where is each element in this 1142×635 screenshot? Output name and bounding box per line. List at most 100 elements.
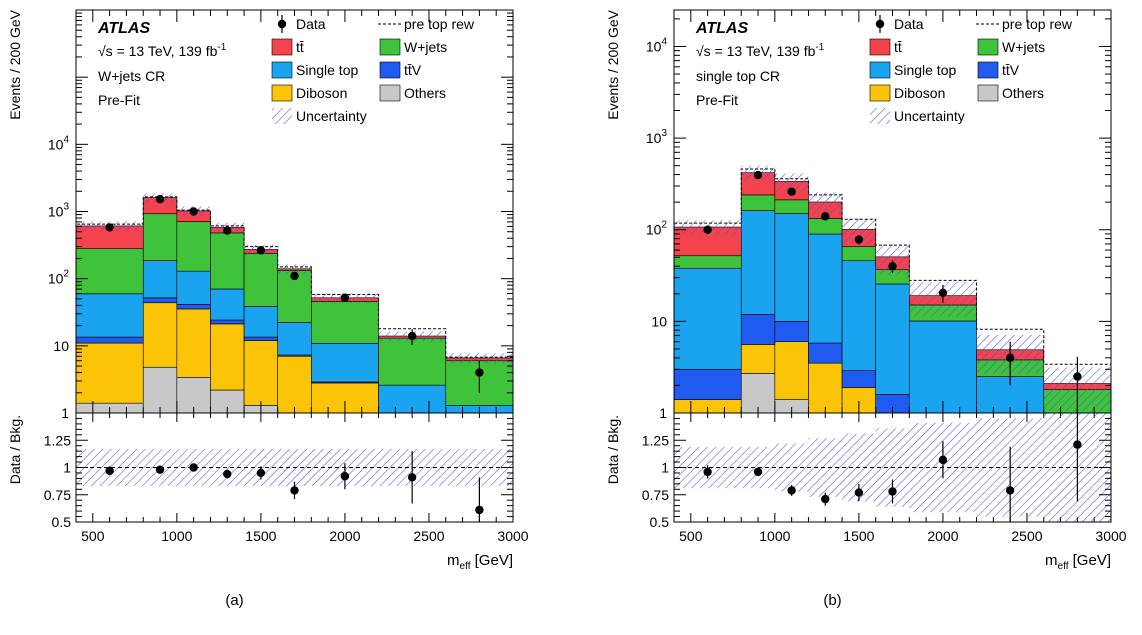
legend-symbol-0 xyxy=(875,15,885,33)
data-point-4 xyxy=(256,246,266,255)
legend-symbol-6 xyxy=(271,84,293,102)
x-tick-label: 2000 xyxy=(329,528,360,544)
bar-ttv-bin-4 xyxy=(243,336,278,341)
energy-label: √s = 13 TeV, 139 fb-1 xyxy=(98,42,227,59)
data-point-3 xyxy=(821,212,830,221)
x-tick-label: 1000 xyxy=(161,528,192,544)
bar-single_top-bin-5 xyxy=(277,322,312,356)
fit-label: Pre-Fit xyxy=(98,92,140,108)
legend-symbol-8 xyxy=(272,108,292,124)
legend-label: Data xyxy=(894,16,924,32)
ratio-axis-title: Data / Bkg. xyxy=(7,415,23,484)
legend-swatch-diboson xyxy=(869,84,891,102)
uncertainty-band-bin-3 xyxy=(808,192,843,215)
bar-diboson-bin-1 xyxy=(142,302,178,368)
bar-diboson-bin-2 xyxy=(176,308,211,378)
legend-label: Uncertainty xyxy=(296,108,367,124)
bar-wjets-bin-2 xyxy=(774,199,809,214)
bar-single_top-bin-3 xyxy=(808,233,843,344)
legend-swatch-ttbar xyxy=(271,38,293,56)
x-tick-label: 2500 xyxy=(413,528,444,544)
atlas-label: ATLAS xyxy=(695,20,748,37)
legend-label: pre top rew xyxy=(1002,16,1073,32)
legend-symbol-5 xyxy=(977,61,999,79)
legend-swatch-single_top xyxy=(271,61,293,79)
bar-ttv-bin-1 xyxy=(740,314,776,345)
ratio-point-2 xyxy=(189,463,198,472)
ratio-point-7 xyxy=(407,473,417,482)
energy-label: √s = 13 TeV, 139 fb-1 xyxy=(696,42,825,59)
legend-label: pre top rew xyxy=(404,16,475,32)
y-tick-label: 102 xyxy=(48,269,70,287)
data-point-5 xyxy=(888,261,897,271)
ratio-point-3 xyxy=(821,494,830,504)
bar-ttv-bin-3 xyxy=(210,319,245,325)
legend-label: Diboson xyxy=(894,85,945,101)
ratio-area xyxy=(76,448,513,522)
ratio-point-6 xyxy=(938,455,948,465)
bar-diboson-bin-3 xyxy=(210,323,245,391)
ratio-tick-label: 1 xyxy=(63,460,71,476)
legend-swatch-others xyxy=(379,84,401,102)
panel-a: 1 10 102 103 104 500 1000 1500 2000 2500 3000 0.5 0.… xyxy=(7,9,529,609)
ratio-area xyxy=(674,413,1111,522)
legend-symbol-4 xyxy=(271,61,293,79)
legend-symbol-5 xyxy=(379,61,401,79)
x-tick-label: 500 xyxy=(679,528,703,544)
legend-hatch-swatch xyxy=(870,108,890,124)
ratio-tick-label: 1 xyxy=(661,460,669,476)
uncertainty-band-bin-5 xyxy=(277,264,312,275)
legend-hatch-swatch xyxy=(272,108,292,124)
x-tick-label: 3000 xyxy=(497,528,528,544)
x-tick-label: 3000 xyxy=(1095,528,1126,544)
bar-wjets-bin-2 xyxy=(176,221,211,272)
legend-label: tt̄ xyxy=(296,39,304,55)
bar-wjets-bin-0 xyxy=(76,248,144,295)
data-point-7 xyxy=(407,331,417,341)
panel-b: 1 10 102 103 104 500 1000 1500 2000 2500 3000 0.5 0.… xyxy=(605,9,1127,609)
ratio-tick-label: 0.5 xyxy=(52,514,72,530)
legend-label: W+jets xyxy=(404,39,447,55)
ratio-point-4 xyxy=(854,488,864,497)
bar-diboson-bin-5 xyxy=(277,355,312,413)
ratio-tick-label: 0.75 xyxy=(642,487,669,503)
y-tick-label: 104 xyxy=(48,134,70,152)
legend-label: Uncertainty xyxy=(894,108,965,124)
legend-symbol-8 xyxy=(870,108,890,124)
y-tick-label: 103 xyxy=(646,128,668,146)
legend-symbol-7 xyxy=(977,84,999,102)
bar-ttv-bin-2 xyxy=(176,304,211,310)
bar-diboson-bin-2 xyxy=(774,341,809,400)
y-tick-label: 10 xyxy=(53,338,69,354)
legend-label: Data xyxy=(296,16,326,32)
x-axis-title: meff [GeV] xyxy=(1045,552,1111,572)
legend-symbol-3 xyxy=(977,38,999,56)
panel-caption: (b) xyxy=(823,592,841,609)
ratio-tick-label: 1.25 xyxy=(44,432,71,448)
ratio-tick-label: 0.5 xyxy=(650,514,670,530)
bar-single_top-bin-0 xyxy=(674,267,742,370)
plot-area xyxy=(674,165,1111,413)
bar-single_top-bin-1 xyxy=(142,260,178,299)
bar-ttv-bin-0 xyxy=(674,368,742,400)
bar-single_top-bin-2 xyxy=(774,213,809,322)
x-tick-label: 500 xyxy=(81,528,105,544)
uncertainty-band-bin-8 xyxy=(445,353,513,364)
x-tick-label: 2500 xyxy=(1011,528,1042,544)
legend-swatch-diboson xyxy=(271,84,293,102)
bar-single_top-bin-6 xyxy=(311,343,379,383)
bar-wjets-bin-4 xyxy=(841,246,876,262)
legend-swatch-single_top xyxy=(869,61,891,79)
fit-label: Pre-Fit xyxy=(696,92,738,108)
data-point-0 xyxy=(703,225,712,234)
bar-wjets-bin-6 xyxy=(311,301,379,344)
bar-ttv-bin-0 xyxy=(76,336,144,344)
legend-symbol-7 xyxy=(379,84,401,102)
legend-swatch-ttv xyxy=(977,61,999,79)
ratio-point-1 xyxy=(753,467,763,477)
ratio-point-3 xyxy=(223,469,232,479)
data-point-2 xyxy=(787,187,796,196)
ratio-tick-label: 1.25 xyxy=(642,432,669,448)
bar-diboson-bin-3 xyxy=(808,362,843,413)
y-tick-label: 1 xyxy=(659,405,667,421)
